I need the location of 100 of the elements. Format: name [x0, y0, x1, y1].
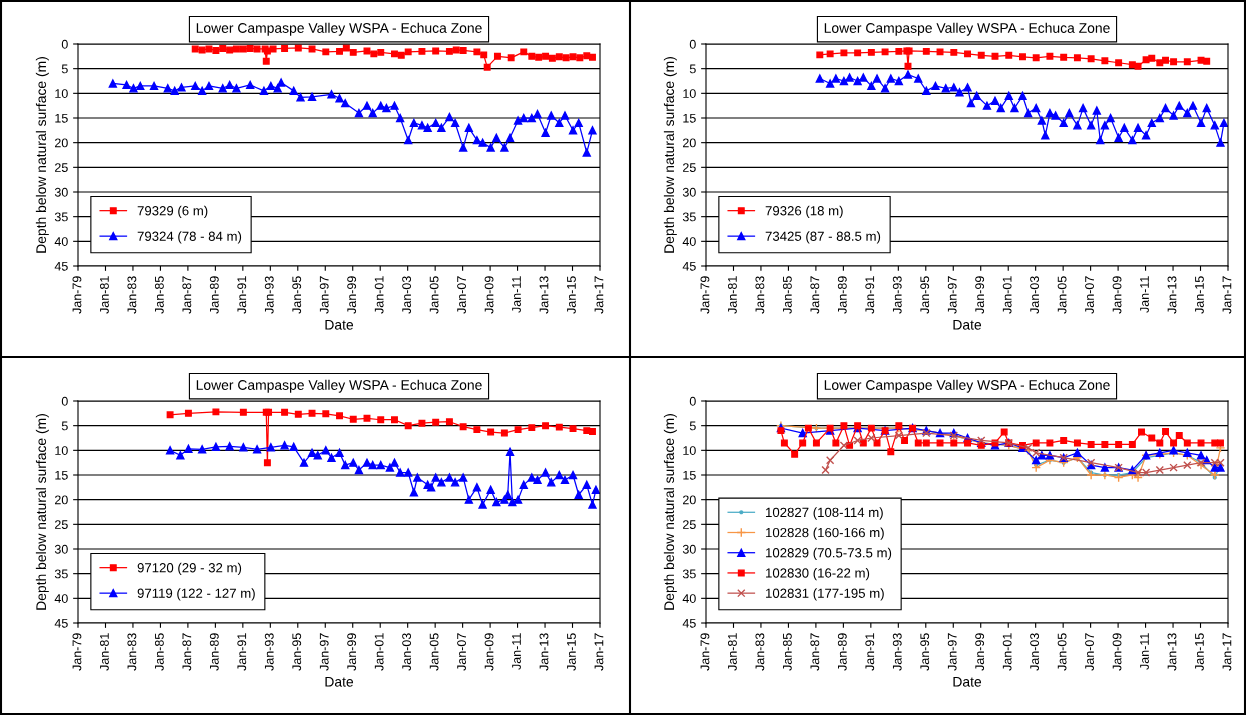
x-tick-label: Jan-79	[72, 276, 82, 314]
x-tick-label: Jan-13	[1167, 633, 1177, 671]
y-tick-label: 5	[61, 64, 68, 74]
x-tick-label: Jan-97	[947, 276, 957, 314]
x-tick-label: Jan-05	[1057, 276, 1067, 314]
x-tick-label: Jan-07	[1085, 633, 1094, 671]
x-tick-label: Jan-83	[127, 633, 137, 671]
y-tick-label: 20	[55, 495, 68, 505]
y-tick-label: 20	[683, 495, 696, 505]
x-tick-label: Jan-15	[1195, 633, 1204, 671]
x-tick-label: Jan-03	[402, 276, 412, 314]
x-tick-label: Jan-13	[1167, 276, 1177, 314]
x-tick-label: Jan-85	[154, 276, 164, 314]
y-tick-label: 35	[54, 569, 68, 579]
x-tick-label: Jan-95	[920, 633, 930, 671]
x-tick-label: Jan-17	[1222, 276, 1232, 314]
y-tick-label: 45	[54, 261, 68, 271]
x-tick-label: Jan-95	[920, 276, 930, 314]
y-tick-label: 35	[682, 212, 696, 222]
x-tick-label: Jan-01	[1002, 276, 1012, 314]
legend-label: 97119 (122 - 127 m)	[137, 588, 255, 601]
x-tick-label: Jan-09	[1112, 276, 1122, 314]
y-tick-label: 30	[54, 544, 68, 554]
x-tick-label: Jan-97	[319, 633, 329, 671]
x-tick-label: Jan-11	[1140, 633, 1149, 670]
x-tick-label: Jan-05	[429, 276, 439, 314]
legend-label: 97120 (29 - 32 m)	[137, 562, 242, 576]
y-tick-label: 45	[54, 618, 68, 628]
x-tick-label: Jan-99	[975, 276, 985, 314]
legend-label: 102830 (16-22 m)	[766, 567, 870, 581]
x-tick-label: Jan-07	[1085, 276, 1094, 314]
x-tick-label: Jan-79	[72, 633, 82, 671]
y-tick-label: 20	[683, 138, 696, 148]
x-tick-label: Jan-99	[347, 276, 357, 314]
x-tick-label: Jan-11	[512, 276, 521, 313]
x-tick-label: Jan-05	[429, 633, 439, 671]
y-tick-label: 35	[54, 212, 68, 222]
x-tick-label: Jan-15	[1195, 276, 1204, 314]
x-tick-label: Jan-03	[402, 633, 412, 671]
y-tick-label: 5	[689, 64, 696, 74]
x-tick-label: Jan-09	[484, 276, 494, 314]
x-tick-label: Jan-05	[1057, 633, 1067, 671]
x-tick-label: Jan-93	[264, 276, 274, 314]
x-tick-label: Jan-87	[182, 633, 192, 671]
y-tick-label: 30	[682, 544, 696, 554]
y-tick-label: 20	[55, 138, 68, 148]
y-tick-label: 25	[55, 163, 68, 172]
x-tick-label: Jan-89	[209, 276, 219, 314]
y-axis-title: Depth below natural surface (m)	[35, 414, 49, 610]
x-tick-label: Jan-03	[1030, 276, 1040, 314]
y-axis-title: Depth below natural surface (m)	[663, 414, 677, 610]
x-tick-label: Jan-17	[594, 633, 604, 671]
x-tick-label: Jan-17	[594, 276, 604, 314]
y-tick-label: 30	[54, 187, 68, 197]
x-tick-label: Jan-01	[1002, 633, 1012, 671]
x-tick-label: Jan-95	[292, 633, 302, 671]
legend-label: 102831 (177-195 m)	[766, 588, 884, 601]
x-tick-label: Jan-97	[947, 633, 957, 671]
x-tick-label: Jan-91	[237, 633, 247, 671]
x-tick-label: Jan-93	[892, 276, 902, 314]
y-tick-label: 15	[55, 470, 68, 480]
y-tick-label: 15	[683, 470, 696, 480]
x-tick-label: Jan-01	[374, 633, 384, 671]
x-tick-label: Jan-87	[810, 633, 820, 671]
x-axis-title: Date	[953, 677, 982, 687]
x-tick-label: Jan-89	[209, 633, 219, 671]
x-axis-title: Date	[325, 320, 354, 330]
y-tick-label: 5	[689, 421, 696, 431]
y-tick-label: 10	[55, 89, 68, 98]
y-tick-label: 0	[61, 39, 68, 49]
x-tick-label: Jan-91	[237, 276, 247, 314]
y-tick-label: 25	[55, 520, 68, 529]
y-tick-label: 10	[683, 446, 696, 455]
x-axis-title: Date	[953, 320, 982, 330]
x-tick-label: Jan-87	[810, 276, 820, 314]
x-tick-label: Jan-81	[728, 633, 737, 671]
x-tick-label: Jan-91	[865, 276, 875, 314]
x-tick-label: Jan-07	[457, 276, 466, 314]
y-tick-label: 15	[55, 113, 68, 123]
y-tick-label: 40	[682, 237, 696, 246]
y-tick-label: 0	[689, 396, 696, 406]
x-tick-label: Jan-13	[539, 276, 549, 314]
y-tick-label: 30	[682, 187, 696, 197]
y-tick-label: 10	[683, 89, 696, 98]
y-tick-label: 45	[682, 618, 696, 628]
x-tick-label: Jan-99	[975, 633, 985, 671]
x-tick-label: Jan-93	[264, 633, 274, 671]
x-tick-label: Jan-15	[567, 633, 576, 671]
y-tick-label: 40	[54, 594, 68, 603]
x-tick-label: Jan-03	[1030, 633, 1040, 671]
legend-label: 79324 (78 - 84 m)	[137, 231, 242, 244]
x-tick-label: Jan-83	[127, 276, 137, 314]
y-tick-label: 0	[61, 396, 68, 406]
x-tick-label: Jan-93	[892, 633, 902, 671]
y-tick-label: 0	[689, 39, 696, 49]
y-tick-label: 5	[61, 421, 68, 431]
x-tick-label: Jan-97	[319, 276, 329, 314]
y-tick-label: 45	[682, 261, 696, 271]
legend-label: 79329 (6 m)	[137, 205, 208, 219]
x-tick-label: Jan-79	[700, 633, 710, 671]
